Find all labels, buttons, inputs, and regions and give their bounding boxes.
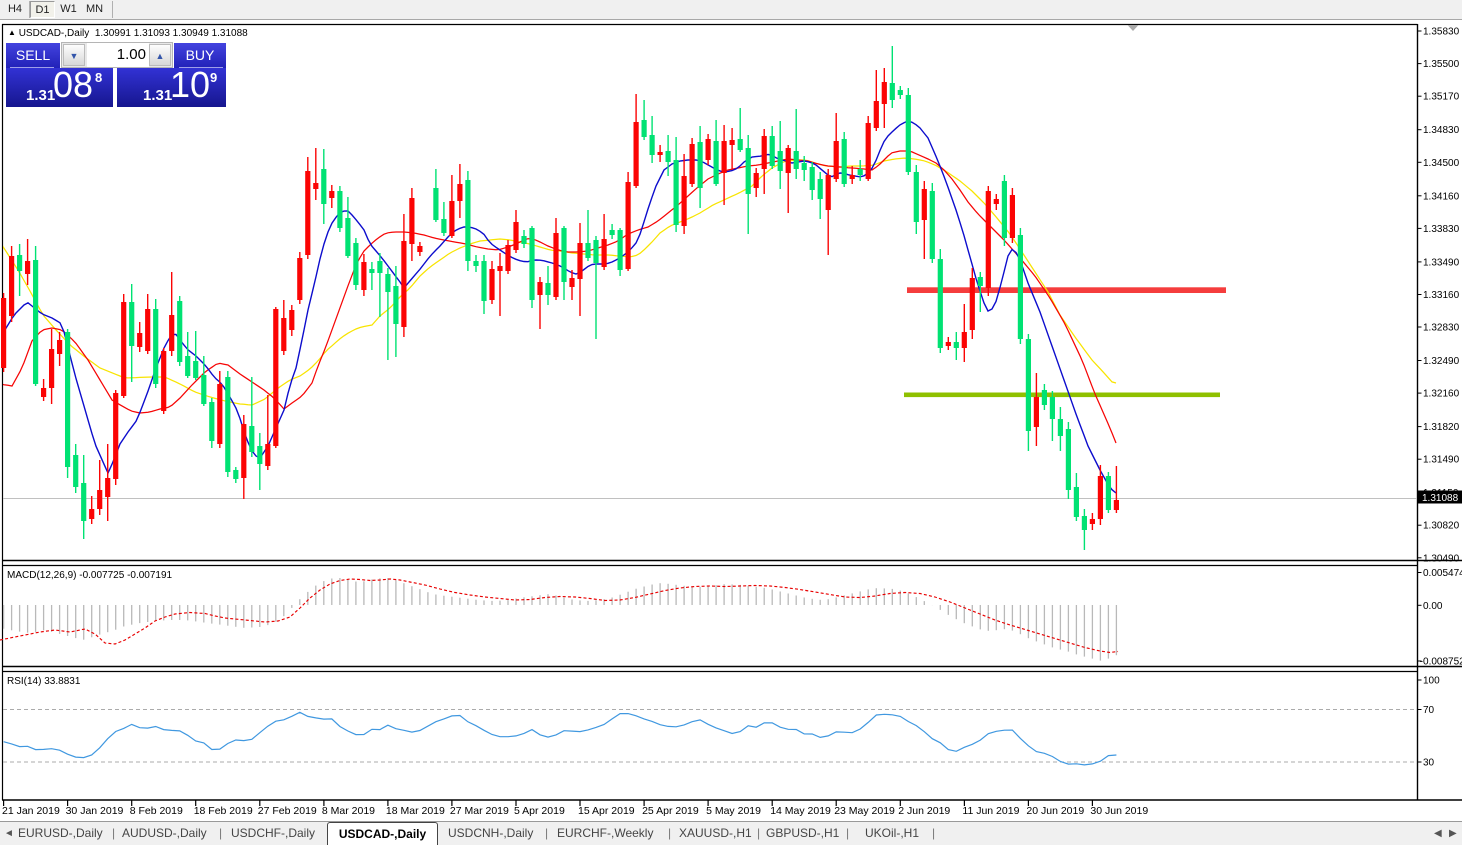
svg-text:27 Feb 2019: 27 Feb 2019 — [258, 805, 317, 817]
svg-text:27 Mar 2019: 27 Mar 2019 — [450, 805, 509, 817]
svg-text:1.32830: 1.32830 — [1423, 323, 1460, 334]
svg-text:21 Jan 2019: 21 Jan 2019 — [2, 805, 60, 817]
svg-text:8 Feb 2019: 8 Feb 2019 — [130, 805, 183, 817]
svg-text:1.32160: 1.32160 — [1423, 389, 1460, 400]
svg-text:-0.008752: -0.008752 — [1420, 657, 1462, 668]
svg-text:1.35500: 1.35500 — [1423, 59, 1460, 70]
svg-text:1.33160: 1.33160 — [1423, 290, 1460, 301]
svg-text:23 May 2019: 23 May 2019 — [834, 805, 895, 817]
svg-text:30: 30 — [1423, 758, 1435, 769]
svg-text:1.33830: 1.33830 — [1423, 224, 1460, 235]
svg-text:11 Jun 2019: 11 Jun 2019 — [962, 805, 1019, 817]
svg-text:1.31490: 1.31490 — [1423, 455, 1460, 466]
svg-text:20 Jun 2019: 20 Jun 2019 — [1026, 805, 1084, 817]
svg-text:2 Jun 2019: 2 Jun 2019 — [898, 805, 950, 817]
svg-text:30 Jan 2019: 30 Jan 2019 — [66, 805, 124, 817]
svg-text:1.34500: 1.34500 — [1423, 158, 1460, 169]
svg-text:25 Apr 2019: 25 Apr 2019 — [642, 805, 699, 817]
svg-text:1.35170: 1.35170 — [1423, 92, 1460, 103]
svg-text:1.30490: 1.30490 — [1423, 553, 1460, 564]
svg-text:5 May 2019: 5 May 2019 — [706, 805, 761, 817]
svg-text:15 Apr 2019: 15 Apr 2019 — [578, 805, 635, 817]
svg-text:18 Mar 2019: 18 Mar 2019 — [386, 805, 445, 817]
svg-text:100: 100 — [1423, 676, 1440, 687]
svg-text:1.33490: 1.33490 — [1423, 257, 1460, 268]
svg-text:1.34830: 1.34830 — [1423, 125, 1460, 136]
svg-text:14 May 2019: 14 May 2019 — [770, 805, 831, 817]
svg-text:5 Apr 2019: 5 Apr 2019 — [514, 805, 565, 817]
svg-text:0.005474: 0.005474 — [1423, 568, 1462, 579]
svg-text:1.34160: 1.34160 — [1423, 191, 1460, 202]
svg-text:0.00: 0.00 — [1423, 601, 1443, 612]
svg-text:1.32490: 1.32490 — [1423, 356, 1460, 367]
svg-text:30 Jun 2019: 30 Jun 2019 — [1090, 805, 1148, 817]
svg-text:8 Mar 2019: 8 Mar 2019 — [322, 805, 375, 817]
svg-text:1.30820: 1.30820 — [1423, 521, 1460, 532]
svg-text:1.35830: 1.35830 — [1423, 27, 1460, 38]
svg-text:1.31088: 1.31088 — [1422, 493, 1459, 504]
svg-text:70: 70 — [1423, 705, 1435, 716]
svg-text:1.31820: 1.31820 — [1423, 422, 1460, 433]
svg-text:18 Feb 2019: 18 Feb 2019 — [194, 805, 253, 817]
